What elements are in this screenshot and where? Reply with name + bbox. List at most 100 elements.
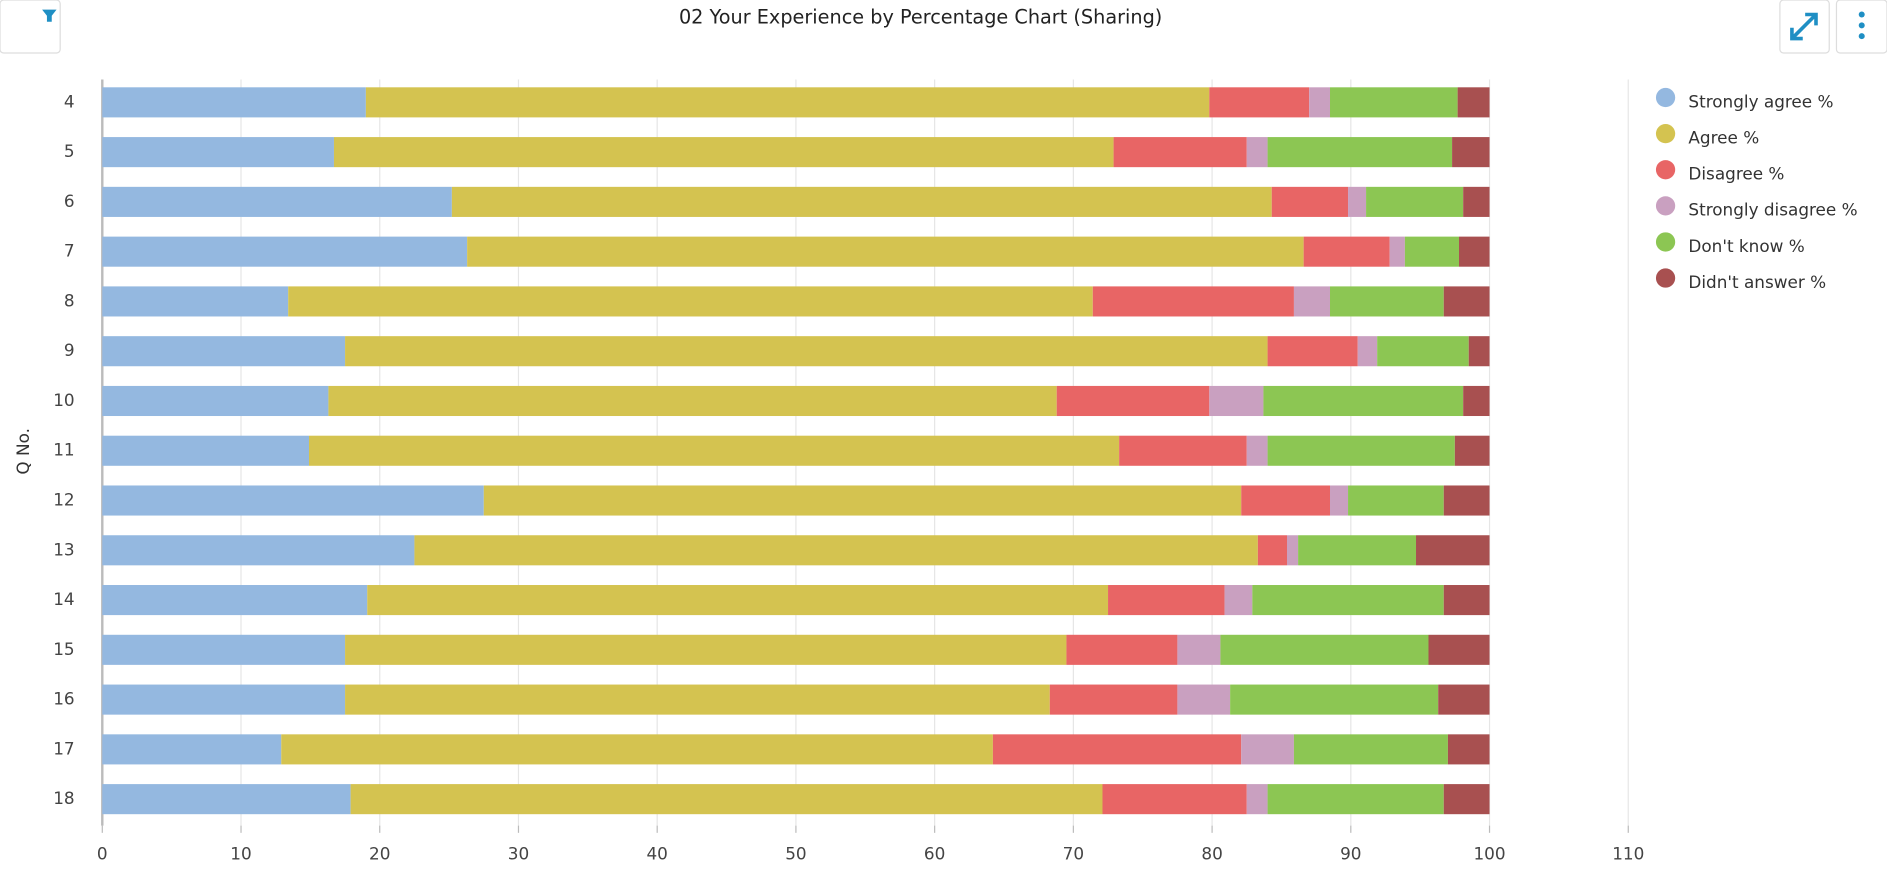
bar-segment	[1113, 137, 1247, 168]
bar-segment	[1404, 236, 1460, 267]
bar-segment	[1241, 734, 1294, 765]
bar-segment	[1377, 336, 1469, 367]
bar-segment	[1454, 435, 1490, 466]
x-tick-label: 60	[924, 844, 945, 864]
bar-segment	[1220, 634, 1429, 665]
bar-segment	[102, 485, 484, 516]
bar-segment	[1463, 385, 1490, 417]
legend-label: Strongly disagree %	[1688, 200, 1857, 220]
x-tick-label: 80	[1201, 844, 1222, 864]
y-tick-label: 8	[64, 290, 75, 310]
filter-button[interactable]	[0, 0, 61, 54]
bar-segment	[414, 535, 1258, 566]
bar-segment	[1309, 87, 1331, 118]
x-tick-label: 20	[369, 844, 390, 864]
x-tick-label: 10	[230, 844, 251, 864]
bar-segment	[1209, 87, 1310, 118]
legend-label: Didn't answer %	[1688, 272, 1826, 292]
x-tick-label: 50	[785, 844, 806, 864]
bar-segment	[102, 634, 346, 665]
bar-segment	[1293, 734, 1448, 765]
legend-swatch	[1655, 124, 1676, 144]
bar-segment	[1246, 784, 1268, 815]
bar-segment	[1330, 286, 1444, 317]
x-tick-label: 70	[1063, 844, 1084, 864]
expand-button[interactable]	[1779, 0, 1830, 54]
bar-segment	[1267, 137, 1453, 168]
bar-segment	[367, 585, 1109, 616]
bar-segment	[288, 286, 1093, 317]
x-tick-label: 30	[508, 844, 529, 864]
bar-segment	[1303, 236, 1390, 267]
bar-segment	[1102, 784, 1247, 815]
legend-swatch	[1655, 196, 1676, 216]
bar-segment	[1267, 435, 1455, 466]
bar-segment	[102, 435, 309, 466]
bar-segment	[102, 734, 282, 765]
bar-segment	[1457, 87, 1490, 118]
bar-segment	[1092, 286, 1294, 317]
bar-segment	[1267, 336, 1358, 367]
bar-segment	[365, 87, 1210, 118]
bar-segment	[1416, 535, 1490, 566]
legend-swatch	[1655, 268, 1676, 288]
bar-segment	[1389, 236, 1405, 267]
bar-segment	[102, 186, 452, 217]
bar-segment	[328, 385, 1057, 417]
bar-segment	[483, 485, 1242, 516]
menu-dot	[1858, 11, 1865, 18]
bar-segment	[1348, 186, 1367, 217]
menu-dot	[1858, 22, 1865, 29]
bar-segment	[1330, 87, 1458, 118]
y-tick-label: 12	[53, 490, 74, 510]
bar-segment	[102, 87, 366, 118]
x-tick-label: 100	[1473, 844, 1505, 864]
bar-segment	[1177, 634, 1221, 665]
bar-segment	[1459, 236, 1490, 267]
bar-segment	[1293, 286, 1331, 317]
bar-segment	[102, 286, 289, 317]
bar-segment	[467, 236, 1304, 267]
bar-segment	[1267, 784, 1444, 815]
y-tick-label: 17	[53, 738, 74, 758]
bar-segment	[102, 137, 334, 168]
y-tick-label: 16	[53, 689, 74, 709]
bar-segment	[102, 336, 346, 367]
bar-segment	[345, 684, 1050, 715]
bar-segment	[1209, 385, 1264, 417]
legend-swatch	[1655, 160, 1676, 180]
y-tick-label: 9	[64, 340, 75, 360]
bar-segment	[1463, 186, 1490, 217]
filter-icon	[42, 9, 57, 22]
bar-segment	[1286, 535, 1299, 566]
bar-segment	[345, 634, 1067, 665]
bar-segment	[102, 385, 329, 417]
bar-segment	[1224, 585, 1253, 616]
bar-segment	[1348, 485, 1444, 516]
y-tick-label: 6	[64, 191, 75, 211]
bar-segment	[1428, 634, 1490, 665]
x-tick-label: 110	[1612, 844, 1644, 864]
menu-button[interactable]	[1835, 0, 1887, 54]
legend-label: Disagree %	[1688, 164, 1784, 184]
bar-segment	[1230, 684, 1439, 715]
bar-segment	[333, 137, 1114, 168]
bar-segment	[1438, 684, 1490, 715]
bar-segment	[1257, 535, 1287, 566]
bar-segment	[102, 236, 468, 267]
x-tick-label: 40	[646, 844, 667, 864]
bar-segment	[1246, 435, 1268, 466]
y-tick-label: 5	[64, 141, 75, 161]
expand-icon	[1790, 12, 1818, 41]
y-axis-label: Q No.	[13, 428, 33, 475]
bar-segment	[102, 585, 368, 616]
bar-segment	[1252, 585, 1444, 616]
bar-segment	[1049, 684, 1178, 715]
bar-segment	[1366, 186, 1464, 217]
bar-segment	[451, 186, 1272, 217]
bar-segment	[1177, 684, 1231, 715]
x-tick-label: 0	[97, 844, 108, 864]
y-tick-label: 14	[53, 589, 74, 609]
bar-segment	[992, 734, 1242, 765]
